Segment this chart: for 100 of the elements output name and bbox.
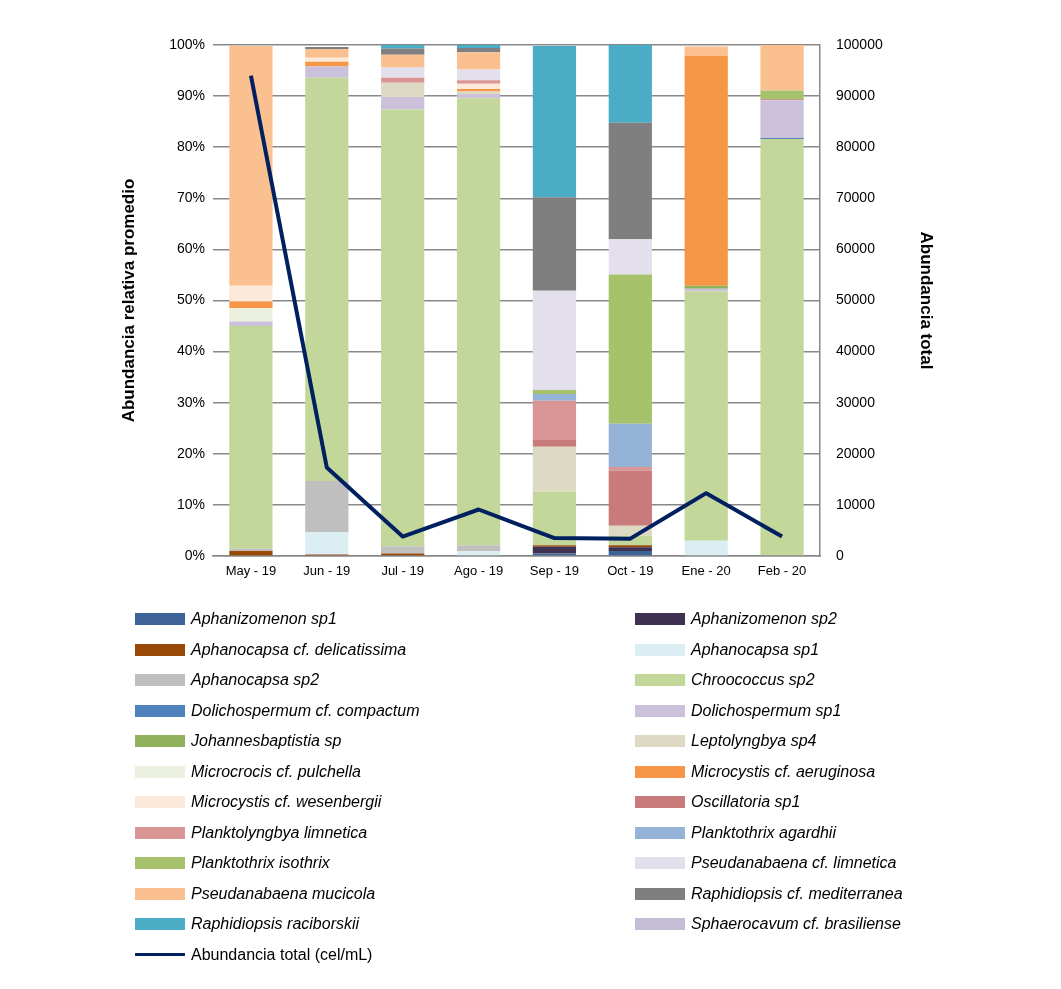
y-tick-label: 0%	[184, 546, 205, 563]
y-tick-label: 100%	[169, 35, 205, 52]
y2-axis-title: Abundancia total	[917, 231, 937, 370]
bar	[381, 77, 425, 83]
bar	[760, 90, 804, 100]
legend-label: Oscillatoria sp1	[691, 793, 801, 812]
bar	[229, 548, 273, 551]
y-tick-label: 10%	[176, 495, 205, 512]
bar	[381, 109, 425, 547]
legend-label: Microcrocis cf. pulchella	[191, 762, 361, 781]
legend-label: Leptolyngbya sp4	[691, 732, 817, 751]
y-tick-label: 90%	[176, 86, 205, 103]
y2-tick-label: 60000	[836, 240, 876, 257]
bar	[608, 467, 652, 471]
x-tick-label: Ene - 20	[681, 563, 731, 579]
y-tick-label: 50%	[176, 291, 205, 308]
bar	[456, 550, 501, 556]
bar	[532, 446, 577, 492]
bar	[456, 45, 501, 49]
bar	[229, 550, 273, 556]
bar	[305, 57, 349, 62]
bar	[305, 531, 349, 555]
y-tick-label: 80%	[176, 138, 205, 155]
bar	[532, 394, 577, 401]
bar	[608, 550, 652, 556]
legend-label: Raphidiopsis raciborskii	[191, 915, 360, 934]
bar	[229, 301, 273, 309]
bar	[305, 49, 349, 58]
bar	[456, 80, 501, 84]
legend-label: Aphanocapsa sp2	[191, 671, 320, 690]
bar	[305, 77, 349, 481]
y-axis-title: Abundancia relativa promedio	[118, 178, 138, 423]
x-tick-label: Feb - 20	[757, 563, 807, 579]
bar	[760, 100, 804, 138]
bar	[684, 540, 728, 556]
legend-label: Aphanocapsa cf. delicatissima	[191, 640, 407, 659]
legend-label: Raphidiopsis cf. mediterranea	[691, 884, 903, 903]
legend-label: Johannesbaptistia sp	[191, 732, 342, 751]
legend-label: Abundancia total (cel/mL)	[191, 945, 373, 964]
bar	[229, 285, 273, 302]
bar	[532, 290, 577, 390]
y2-tick-label: 40000	[836, 342, 876, 359]
bar	[381, 67, 425, 78]
bar	[381, 45, 425, 49]
bar	[229, 326, 273, 549]
bar	[532, 389, 577, 395]
legend-label: Planktothrix agardhii	[691, 823, 836, 842]
bar	[608, 274, 652, 424]
legend-label: Aphanizomenon sp1	[191, 610, 337, 629]
bar	[456, 94, 501, 99]
bar	[456, 48, 501, 53]
legend-label: Chroococcus sp2	[691, 671, 815, 690]
x-tick-label: May - 19	[225, 563, 277, 579]
legend-label: Pseudanabaena cf. limnetica	[691, 854, 897, 873]
y-tick-label: 40%	[176, 342, 205, 359]
bar	[229, 321, 273, 327]
legend-label: Planktothrix isothrix	[191, 854, 330, 873]
bar	[456, 52, 501, 70]
legend-label: Sphaerocavum cf. brasiliense	[691, 915, 901, 934]
y-tick-label: 20%	[176, 444, 205, 461]
legend-label: Microcystis cf. aeruginosa	[691, 762, 876, 781]
y2-tick-label: 90000	[836, 86, 876, 103]
legend-label: Dolichospermum sp1	[691, 701, 842, 720]
y2-tick-label: 20000	[836, 444, 876, 461]
y2-tick-label: 0	[836, 546, 844, 563]
y-tick-label: 30%	[176, 393, 205, 410]
legend-label: Planktolyngbya limnetica	[191, 823, 368, 842]
legend-label: Pseudanabaena mucicola	[191, 884, 376, 903]
bar	[456, 69, 501, 81]
bar	[532, 546, 577, 554]
bar	[684, 291, 728, 541]
legend-label: Aphanizomenon sp2	[691, 610, 837, 629]
x-tick-label: Oct - 19	[607, 563, 654, 579]
bar	[532, 400, 577, 440]
y2-tick-label: 50000	[836, 291, 876, 308]
bar	[532, 440, 577, 447]
legend-label: Dolichospermum cf. compactum	[191, 701, 420, 720]
legend-label: Microcystis cf. wesenbergii	[191, 793, 382, 812]
bar	[381, 546, 425, 554]
bar	[532, 491, 577, 546]
bar	[532, 46, 577, 198]
y-tick-label: 70%	[176, 189, 205, 206]
bar	[229, 308, 273, 322]
y2-tick-label: 70000	[836, 189, 876, 206]
y-tick-label: 60%	[176, 240, 205, 257]
bar	[381, 82, 425, 98]
bar	[381, 48, 425, 55]
bar	[760, 139, 804, 556]
bar	[608, 45, 652, 123]
bar	[684, 55, 728, 286]
y2-tick-label: 30000	[836, 393, 876, 410]
y2-tick-label: 80000	[836, 138, 876, 155]
y2-tick-label: 100000	[836, 35, 883, 52]
bar	[381, 97, 425, 110]
legend-label: Aphanocapsa sp1	[691, 640, 820, 659]
x-tick-label: Jul - 19	[381, 563, 425, 579]
y2-tick-label: 10000	[836, 495, 876, 512]
bar	[456, 83, 501, 89]
bar	[381, 54, 425, 68]
bar	[305, 480, 349, 532]
